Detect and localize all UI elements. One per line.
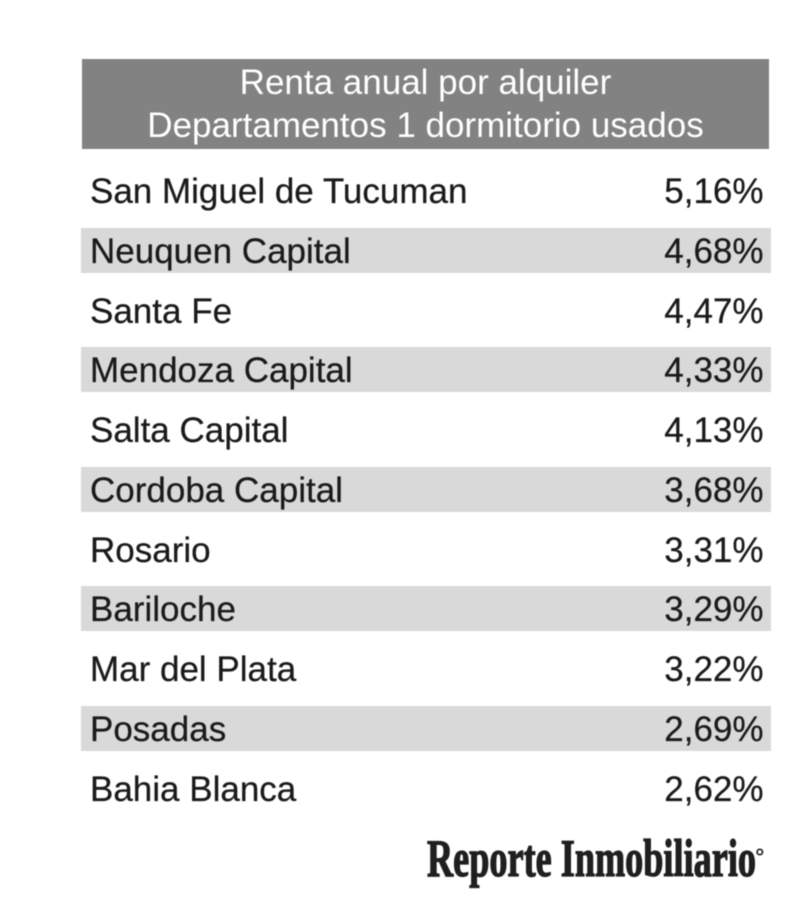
svg-text:Reporte Inmobiliario: Reporte Inmobiliario (427, 830, 756, 888)
